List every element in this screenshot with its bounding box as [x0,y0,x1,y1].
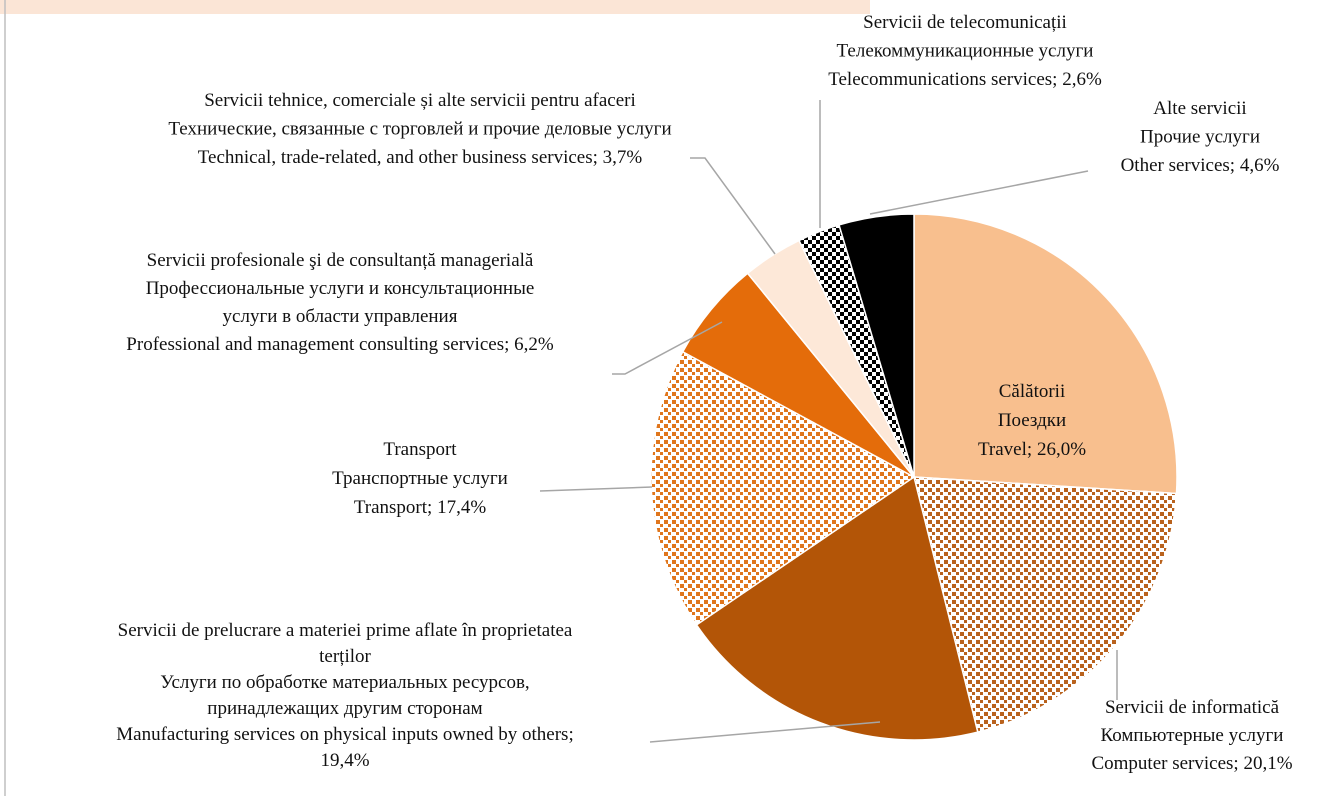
value-label: 4,6% [1240,155,1280,176]
value-label: 17,4% [437,497,486,518]
category-label: Transport [354,497,428,518]
slice-label: Manufacturing services on physical input… [116,724,574,745]
category-label: Călătorii [999,381,1065,402]
category-label: Услуги по обработке материальных ресурсо… [160,672,529,693]
slice-label: Technical, trade-related, and other busi… [198,147,643,168]
pie-slice [650,350,916,626]
category-label: Компьютерные услуги [1101,725,1284,746]
slice-label: Профессиональные услуги и консультационн… [146,278,535,299]
value-label: 3,7% [603,147,643,168]
slice-label: Прочие услуги [1140,127,1260,148]
value-label: 20,1% [1243,753,1292,774]
title-band [0,0,870,14]
category-label: Professional and management consulting s… [126,334,504,355]
category-label: Транспортные услуги [332,468,508,489]
label-separator: ; [1233,753,1243,774]
label-separator: ; [593,147,603,168]
category-label: Прочие услуги [1140,127,1260,148]
slice-label: Servicii profesionale şi de consultanță … [147,250,534,271]
slice-label: Telecommunications services; 2,6% [828,69,1102,90]
category-label: Телекоммуникационные услуги [837,41,1094,62]
label-separator: ; [1052,69,1062,90]
category-label: Manufacturing services on physical input… [116,724,568,745]
pie-slice [838,213,915,478]
category-label: Telecommunications services [828,69,1052,90]
category-label: Поездки [998,410,1066,431]
slice-label: Поездки [998,410,1066,431]
category-label: Servicii de telecomunicații [863,12,1067,33]
label-separator: ; [568,724,573,745]
slice-label: Телекоммуникационные услуги [837,41,1094,62]
category-label: Servicii de prelucrare a materiei prime … [118,620,573,641]
category-label: Technical, trade-related, and other busi… [198,147,593,168]
category-label: Transport [383,439,457,460]
slice-label: услуги в области управления [223,306,458,327]
slice-label: Transport; 17,4% [354,497,486,518]
slice-label: Travel; 26,0% [978,439,1086,460]
slice-label: Servicii de telecomunicații [863,12,1067,33]
value-label: 19,4% [320,750,369,771]
value-label: 26,0% [1037,439,1086,460]
category-label: Технические, связанные с торговлей и про… [168,119,671,140]
leader-line [649,721,881,743]
category-label: Профессиональные услуги и консультационн… [146,278,535,299]
leader-line [690,157,776,255]
category-label: Servicii profesionale şi de consultanță … [147,250,534,271]
slice-label: Professional and management consulting s… [126,334,554,355]
value-label: 2,6% [1062,69,1102,90]
category-label: услуги в области управления [223,306,458,327]
category-label: Servicii de informatică [1105,697,1280,718]
slice-label: Компьютерные услуги [1101,725,1284,746]
label-separator: ; [427,497,437,518]
leader-line [869,170,1089,215]
slice-label: Other services; 4,6% [1121,155,1280,176]
category-label: terților [319,646,371,667]
slice-label: принадлежащих другим сторонам [207,698,482,719]
slice-label: terților [319,646,371,667]
slice-label: 19,4% [320,750,369,771]
category-label: Other services [1121,155,1230,176]
category-label: Servicii tehnice, comerciale și alte ser… [204,90,636,111]
slice-label: Услуги по обработке материальных ресурсо… [160,672,529,693]
category-label: Travel [978,439,1027,460]
pie-slice [913,476,1178,734]
slice-label: Servicii de prelucrare a materiei prime … [118,620,573,641]
slice-label: Транспортные услуги [332,468,508,489]
slice-label: Servicii tehnice, comerciale și alte ser… [204,90,636,111]
label-separator: ; [1230,155,1240,176]
slice-label: Технические, связанные с торговлей и про… [168,119,671,140]
category-label: принадлежащих другим сторонам [207,698,482,719]
label-separator: ; [504,334,514,355]
category-label: Alte servicii [1153,98,1246,119]
slice-label: Transport [383,439,457,460]
slice-label: Computer services; 20,1% [1091,753,1292,774]
pie-slice [913,213,1178,495]
leader-line [539,486,653,492]
label-separator: ; [1027,439,1037,460]
category-label: Computer services [1091,753,1233,774]
slice-label: Servicii de informatică [1105,697,1280,718]
pie-slice [695,475,979,741]
slice-label: Alte servicii [1153,98,1246,119]
leader-line [612,321,723,375]
slice-label: Călătorii [999,381,1065,402]
value-label: 6,2% [514,334,554,355]
